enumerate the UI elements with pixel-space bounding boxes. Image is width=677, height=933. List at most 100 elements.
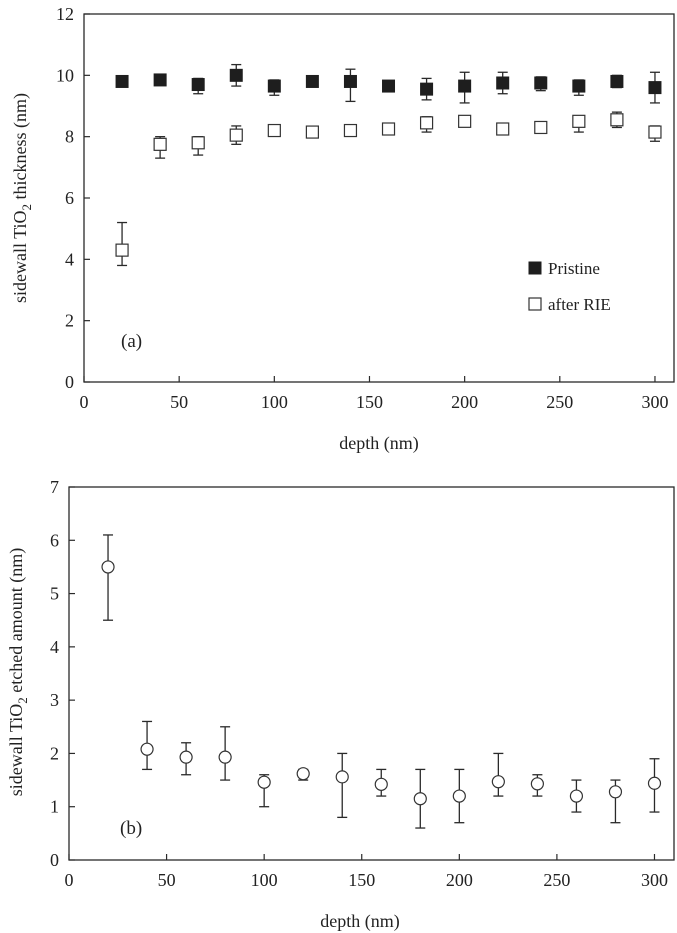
x-tick-label: 100 bbox=[251, 870, 278, 890]
data-marks-b bbox=[101, 534, 662, 829]
data-point bbox=[572, 114, 586, 133]
y-tick-label: 5 bbox=[50, 584, 59, 604]
legend-marker-pristine bbox=[528, 261, 542, 275]
data-point bbox=[452, 768, 466, 824]
marker-pristine bbox=[229, 68, 243, 82]
x-tick-label: 250 bbox=[546, 392, 573, 412]
y-tick-label: 0 bbox=[65, 372, 74, 392]
y-tick-label: 7 bbox=[50, 477, 59, 497]
data-point bbox=[229, 125, 243, 145]
panel-label-b: (b) bbox=[120, 818, 142, 839]
x-tick-label: 100 bbox=[261, 392, 288, 412]
marker-after-rie bbox=[343, 123, 358, 138]
x-tick-label: 300 bbox=[641, 392, 668, 412]
x-tick-label: 300 bbox=[641, 870, 668, 890]
y-tick-label: 1 bbox=[50, 797, 59, 817]
y-tick-label: 12 bbox=[56, 4, 74, 24]
data-point bbox=[218, 726, 232, 781]
marker-etched bbox=[218, 750, 232, 764]
data-point bbox=[153, 73, 167, 87]
y-tick-label: 6 bbox=[50, 530, 59, 550]
marker-etched bbox=[335, 770, 349, 784]
x-axis-label-b: depth (nm) bbox=[320, 911, 399, 932]
data-point bbox=[420, 77, 434, 101]
y-axis-label-b-sub: 2 bbox=[15, 697, 30, 704]
y-axis-label-b-after: etched amount (nm) bbox=[6, 548, 27, 697]
marker-etched bbox=[491, 775, 505, 789]
x-tick-label: 150 bbox=[348, 870, 375, 890]
data-point bbox=[257, 774, 271, 808]
marker-etched bbox=[179, 750, 193, 764]
marker-after-rie bbox=[381, 122, 396, 136]
marker-after-rie bbox=[153, 137, 167, 151]
marker-pristine bbox=[267, 79, 281, 93]
data-point bbox=[343, 68, 357, 103]
marker-pristine bbox=[420, 82, 434, 96]
data-point bbox=[179, 742, 193, 776]
data-point bbox=[191, 77, 205, 95]
data-point bbox=[534, 120, 548, 135]
legend-a: Pristine after RIE bbox=[528, 259, 611, 314]
marker-after-rie bbox=[229, 128, 243, 142]
x-tick-label: 0 bbox=[80, 392, 89, 412]
chart-panel-b: 0 50 100 150 200 250 300 0 1 2 3 4 5 6 7 (b) depth (nm… bbox=[6, 477, 675, 932]
data-point bbox=[496, 122, 510, 136]
y-tick-label: 2 bbox=[65, 311, 74, 331]
x-tick-label: 150 bbox=[356, 392, 383, 412]
data-point bbox=[382, 79, 396, 93]
data-point bbox=[572, 79, 586, 96]
axis-ticks-b: 0 50 100 150 200 250 300 0 1 2 3 4 5 6 7 bbox=[50, 477, 668, 890]
marker-after-rie bbox=[267, 123, 281, 138]
data-point bbox=[458, 71, 472, 104]
x-tick-label: 250 bbox=[543, 870, 570, 890]
data-point bbox=[491, 752, 505, 797]
marker-after-rie bbox=[191, 136, 205, 150]
legend-label-after-rie: after RIE bbox=[548, 295, 611, 314]
marker-pristine bbox=[191, 78, 205, 92]
y-tick-label: 4 bbox=[50, 637, 59, 657]
marker-etched bbox=[413, 792, 427, 806]
x-axis-label-a: depth (nm) bbox=[339, 433, 418, 454]
plot-frame-a bbox=[83, 13, 675, 383]
marker-pristine bbox=[648, 81, 662, 95]
x-tick-label: 200 bbox=[446, 870, 473, 890]
data-point bbox=[648, 71, 662, 104]
marker-after-rie bbox=[115, 243, 129, 257]
marker-etched bbox=[140, 742, 154, 756]
y-tick-label: 4 bbox=[65, 249, 74, 269]
marker-after-rie bbox=[305, 125, 319, 139]
data-point bbox=[381, 122, 396, 136]
marker-pristine bbox=[305, 74, 319, 88]
marker-pristine bbox=[496, 76, 510, 90]
y-tick-label: 0 bbox=[50, 850, 59, 870]
y-axis-label-a: sidewall TiO2 thickness (nm) bbox=[10, 93, 34, 303]
legend-label-pristine: Pristine bbox=[548, 259, 600, 278]
data-point bbox=[191, 136, 205, 156]
marker-etched bbox=[530, 777, 544, 791]
data-point bbox=[419, 116, 434, 133]
marker-after-rie bbox=[648, 125, 662, 139]
legend-marker-after-rie bbox=[528, 297, 542, 311]
data-point bbox=[267, 79, 281, 96]
y-axis-label-a-sub: 2 bbox=[19, 204, 34, 211]
y-axis-label-a-after: thickness (nm) bbox=[10, 93, 31, 204]
data-point bbox=[335, 752, 349, 819]
x-tick-label: 50 bbox=[158, 870, 176, 890]
data-point bbox=[648, 125, 662, 142]
marker-pristine bbox=[115, 74, 129, 88]
marker-etched bbox=[452, 789, 466, 803]
marker-pristine bbox=[458, 79, 472, 93]
data-point bbox=[115, 221, 129, 267]
marker-etched bbox=[647, 776, 662, 790]
x-tick-label: 0 bbox=[65, 870, 74, 890]
data-point bbox=[608, 779, 623, 824]
panel-label-a: (a) bbox=[121, 331, 142, 352]
plot-frame-b bbox=[68, 486, 675, 861]
data-point bbox=[458, 114, 472, 128]
data-point bbox=[343, 123, 358, 138]
marker-pristine bbox=[153, 73, 167, 87]
data-point bbox=[296, 767, 310, 781]
data-point bbox=[496, 71, 510, 95]
data-point bbox=[534, 76, 548, 92]
